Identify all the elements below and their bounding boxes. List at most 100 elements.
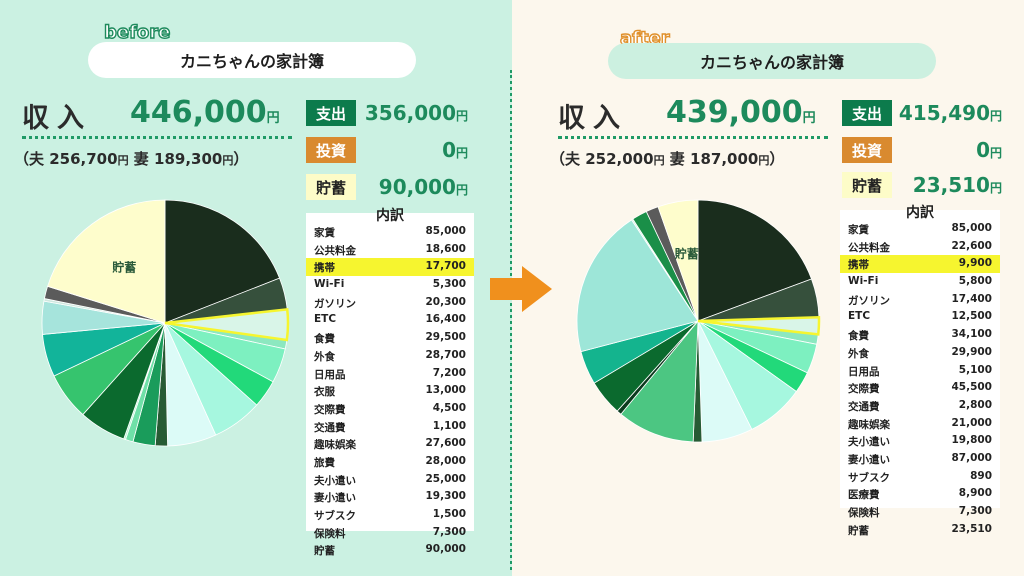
table-row: ETC 12,500 — [840, 308, 1000, 326]
table-row: 日用品 5,100 — [840, 362, 1000, 380]
row-name: 保険料 — [314, 527, 346, 540]
row-value: 19,800 — [951, 434, 992, 447]
after-summary-savings: 貯蓄 23,510円 — [842, 171, 1002, 199]
table-row: 公共料金 22,600 — [840, 238, 1000, 256]
pie-slice — [47, 199, 166, 324]
row-name: 日用品 — [848, 365, 880, 378]
highlight-outline — [697, 315, 821, 336]
table-row: ガソリン 20,300 — [306, 294, 474, 312]
before-income-label: 収入 — [22, 103, 92, 134]
row-name: 外食 — [314, 350, 335, 363]
slice-label: 貯蓄 — [112, 260, 136, 275]
before-income-value: 446,000円 — [130, 95, 280, 130]
row-value: 29,900 — [951, 345, 992, 358]
table-row: サブスク 1,500 — [306, 506, 474, 524]
row-value: 5,100 — [958, 363, 992, 376]
panel-divider — [510, 70, 513, 570]
row-name: 携帯 — [848, 259, 869, 272]
table-row: 衣服 13,000 — [306, 382, 474, 400]
after-summary-expense: 支出 415,490円 — [842, 99, 1002, 127]
pie-slice — [697, 199, 813, 322]
row-name: ガソリン — [314, 297, 356, 310]
table-row: 外食 29,900 — [840, 344, 1000, 362]
table-row: 交際費 45,500 — [840, 379, 1000, 397]
row-value: 1,100 — [432, 419, 466, 432]
after-income-label: 収入 — [558, 103, 628, 134]
row-value: 7,200 — [432, 366, 466, 379]
row-name: サブスク — [314, 510, 356, 522]
pie-slice — [657, 199, 699, 322]
row-name: 貯蓄 — [848, 524, 869, 537]
row-value: 7,300 — [958, 505, 992, 517]
table-row: 保険料 7,300 — [840, 503, 1000, 521]
before-panel: before カニちゃんの家計簿 収入 446,000円 （夫 256,700円… — [0, 0, 512, 576]
row-value: 21,000 — [951, 416, 992, 429]
before-pie-chart: 貯蓄 — [41, 199, 290, 447]
row-value: 17,700 — [425, 260, 466, 273]
row-name: 医療費 — [848, 489, 880, 502]
table-row: 食費 29,500 — [306, 329, 474, 347]
before-breakdown-title: 内訳 — [376, 208, 404, 224]
row-value: 25,000 — [425, 472, 466, 485]
row-name: ガソリン — [848, 294, 890, 307]
table-row: Wi-Fi 5,300 — [306, 276, 474, 294]
row-name: 衣服 — [314, 386, 335, 399]
table-row: 交通費 1,100 — [306, 418, 474, 436]
table-row: 携帯 17,700 — [306, 258, 474, 277]
table-row: 夫小遣い 19,800 — [840, 432, 1000, 450]
before-divider — [22, 136, 292, 139]
table-row: ガソリン 17,400 — [840, 291, 1000, 309]
row-name: 趣味娯楽 — [848, 418, 890, 431]
table-row: 趣味娯楽 27,600 — [306, 435, 474, 453]
row-value: 5,800 — [958, 275, 992, 288]
row-value: 8,900 — [958, 487, 992, 500]
row-name: 交際費 — [848, 383, 880, 396]
row-name: 携帯 — [314, 262, 335, 275]
invest-badge: 投資 — [306, 137, 356, 163]
row-name: 貯蓄 — [314, 545, 335, 558]
expense-badge: 支出 — [842, 100, 892, 126]
row-value: 13,000 — [425, 384, 466, 397]
row-name: 外食 — [848, 347, 869, 360]
row-value: 22,600 — [951, 239, 992, 252]
table-row: 夫小遣い 25,000 — [306, 471, 474, 489]
table-row: 貯蓄 90,000 — [306, 541, 474, 559]
row-value: 16,400 — [425, 313, 466, 326]
table-row: 公共料金 18,600 — [306, 241, 474, 259]
row-name: 交通費 — [314, 421, 346, 434]
table-row: 家賃 85,000 — [840, 220, 1000, 238]
table-row: 食費 34,100 — [840, 326, 1000, 344]
table-row: 旅費 28,000 — [306, 453, 474, 471]
table-row: 妻小遣い 87,000 — [840, 450, 1000, 468]
row-value: 23,510 — [951, 522, 992, 535]
table-row: 医療費 8,900 — [840, 485, 1000, 503]
table-row: 交通費 2,800 — [840, 397, 1000, 415]
row-name: 交通費 — [848, 400, 880, 413]
before-breakdown-table: 内訳 家賃 85,000 公共料金 18,600 携帯 17,700 Wi-Fi 5,300 ガ… — [306, 208, 474, 557]
row-name: サブスク — [848, 471, 890, 484]
row-name: 妻小遣い — [314, 492, 356, 505]
after-income-value: 439,000円 — [666, 95, 816, 130]
row-name: ETC — [314, 313, 337, 326]
table-row: 日用品 7,200 — [306, 365, 474, 383]
row-name: 公共料金 — [848, 241, 890, 254]
slice-label: 貯蓄 — [675, 246, 699, 261]
after-summary-invest: 投資 0円 — [842, 136, 1002, 164]
table-row: 家賃 85,000 — [306, 223, 474, 241]
table-row: Wi-Fi 5,800 — [840, 273, 1000, 291]
row-value: 29,500 — [425, 331, 466, 344]
pie-slice — [164, 199, 281, 324]
after-breakdown-table: 内訳 家賃 85,000 公共料金 22,600 携帯 9,900 Wi-Fi 5,800 ガソ… — [840, 205, 1000, 537]
before-summary-savings: 貯蓄 90,000円 — [306, 173, 468, 201]
row-value: 18,600 — [425, 242, 466, 255]
table-row: 携帯 9,900 — [840, 255, 1000, 274]
table-row: サブスク 890 — [840, 468, 1000, 486]
row-name: 趣味娯楽 — [314, 439, 356, 452]
row-name: ETC — [848, 310, 871, 323]
table-row: 貯蓄 23,510 — [840, 521, 1000, 539]
row-name: 食費 — [848, 330, 869, 343]
row-value: 28,700 — [425, 348, 466, 361]
row-value: 45,500 — [951, 381, 992, 394]
row-value: 1,500 — [432, 508, 466, 520]
pie-slice — [576, 219, 699, 353]
